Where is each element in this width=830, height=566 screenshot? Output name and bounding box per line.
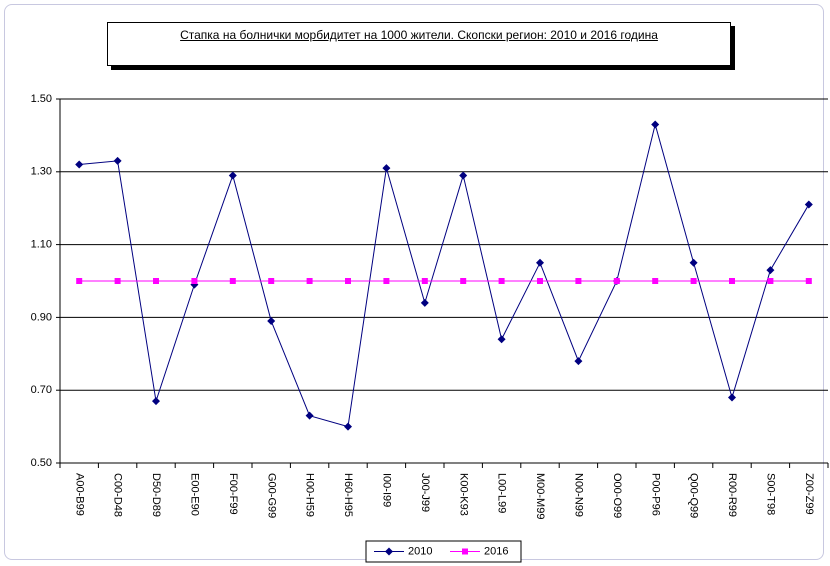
x-tick-label: Q00-Q99 xyxy=(688,473,700,518)
marker xyxy=(460,278,467,284)
marker xyxy=(498,278,505,284)
marker xyxy=(76,278,83,284)
marker xyxy=(575,278,582,284)
marker xyxy=(153,278,159,284)
marker xyxy=(804,200,813,209)
marker xyxy=(228,171,237,180)
x-tick-label: A00-B99 xyxy=(73,473,85,516)
marker xyxy=(385,547,393,556)
x-tick-label: G00-G99 xyxy=(265,473,277,518)
marker xyxy=(728,393,736,402)
x-tick-label: H60-H95 xyxy=(342,473,354,517)
marker xyxy=(113,156,122,165)
x-tick-label: N00-N99 xyxy=(572,473,584,517)
marker xyxy=(382,164,391,173)
y-tick-label: 0.70 xyxy=(31,384,52,396)
marker xyxy=(805,278,812,284)
series xyxy=(76,278,812,284)
marker xyxy=(306,278,313,284)
marker xyxy=(652,278,659,284)
marker xyxy=(690,278,697,284)
marker xyxy=(152,397,160,406)
y-tick-label: 0.50 xyxy=(31,457,52,469)
x-tick-label: E00-E90 xyxy=(188,473,200,516)
x-tick-label: S00-T98 xyxy=(764,473,776,515)
x-tick-label: J00-J99 xyxy=(419,473,431,512)
marker xyxy=(497,335,506,344)
marker xyxy=(229,278,236,284)
marker xyxy=(191,278,198,284)
marker xyxy=(462,548,468,555)
marker xyxy=(344,422,352,431)
marker xyxy=(305,411,314,420)
series xyxy=(75,120,813,431)
legend-label: 2016 xyxy=(484,545,508,557)
marker xyxy=(574,357,583,366)
y-tick-label: 0.90 xyxy=(31,311,52,323)
x-tick-label: H00-H59 xyxy=(304,473,316,517)
marker xyxy=(75,160,84,169)
x-tick-label: Z00-Z99 xyxy=(803,473,815,515)
legend-label: 2010 xyxy=(408,545,432,557)
x-tick-label: R00-R99 xyxy=(726,473,738,517)
x-tick-label: O00-O99 xyxy=(611,473,623,518)
marker xyxy=(267,317,276,326)
marker xyxy=(766,266,775,275)
marker xyxy=(537,278,543,284)
x-tick-label: I00-I99 xyxy=(380,473,392,507)
y-tick-label: 1.10 xyxy=(31,239,52,251)
x-tick-label: D50-D89 xyxy=(150,473,162,517)
x-tick-label: K00-K93 xyxy=(457,473,469,516)
marker xyxy=(651,120,660,129)
marker xyxy=(345,278,351,284)
marker xyxy=(383,278,390,284)
x-tick-label: L00-L99 xyxy=(496,473,508,513)
line xyxy=(79,122,810,428)
y-tick-label: 1.30 xyxy=(31,166,52,178)
marker xyxy=(767,278,774,284)
marker xyxy=(689,258,698,267)
x-tick-label: F00-F99 xyxy=(227,473,239,515)
marker xyxy=(729,278,735,284)
marker xyxy=(420,298,429,307)
x-tick-label: P00-P96 xyxy=(649,473,661,516)
x-tick-label: C00-D48 xyxy=(112,473,124,517)
marker xyxy=(459,171,468,180)
marker xyxy=(268,278,275,284)
x-tick-label: M00-M99 xyxy=(534,473,546,519)
legend-box xyxy=(365,540,522,563)
marker xyxy=(114,278,121,284)
marker xyxy=(536,258,544,267)
chart-title: Стапка на болнички морбидитет на 1000 жи… xyxy=(107,22,731,66)
marker xyxy=(421,278,428,284)
y-tick-label: 1.50 xyxy=(31,93,52,105)
marker xyxy=(613,278,620,284)
